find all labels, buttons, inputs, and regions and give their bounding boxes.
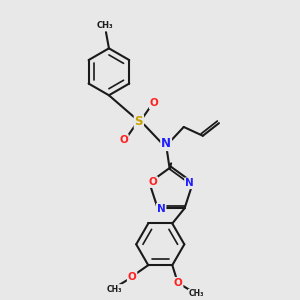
Text: O: O <box>150 98 158 109</box>
Text: O: O <box>128 272 136 282</box>
Text: CH₃: CH₃ <box>96 21 113 30</box>
Text: O: O <box>174 278 182 288</box>
Text: O: O <box>148 177 157 187</box>
Text: N: N <box>185 178 194 188</box>
Text: O: O <box>119 135 128 145</box>
Text: N: N <box>157 204 166 214</box>
Text: S: S <box>135 115 143 128</box>
Text: N: N <box>161 137 171 150</box>
Text: CH₃: CH₃ <box>189 290 204 298</box>
Text: CH₃: CH₃ <box>107 285 122 294</box>
